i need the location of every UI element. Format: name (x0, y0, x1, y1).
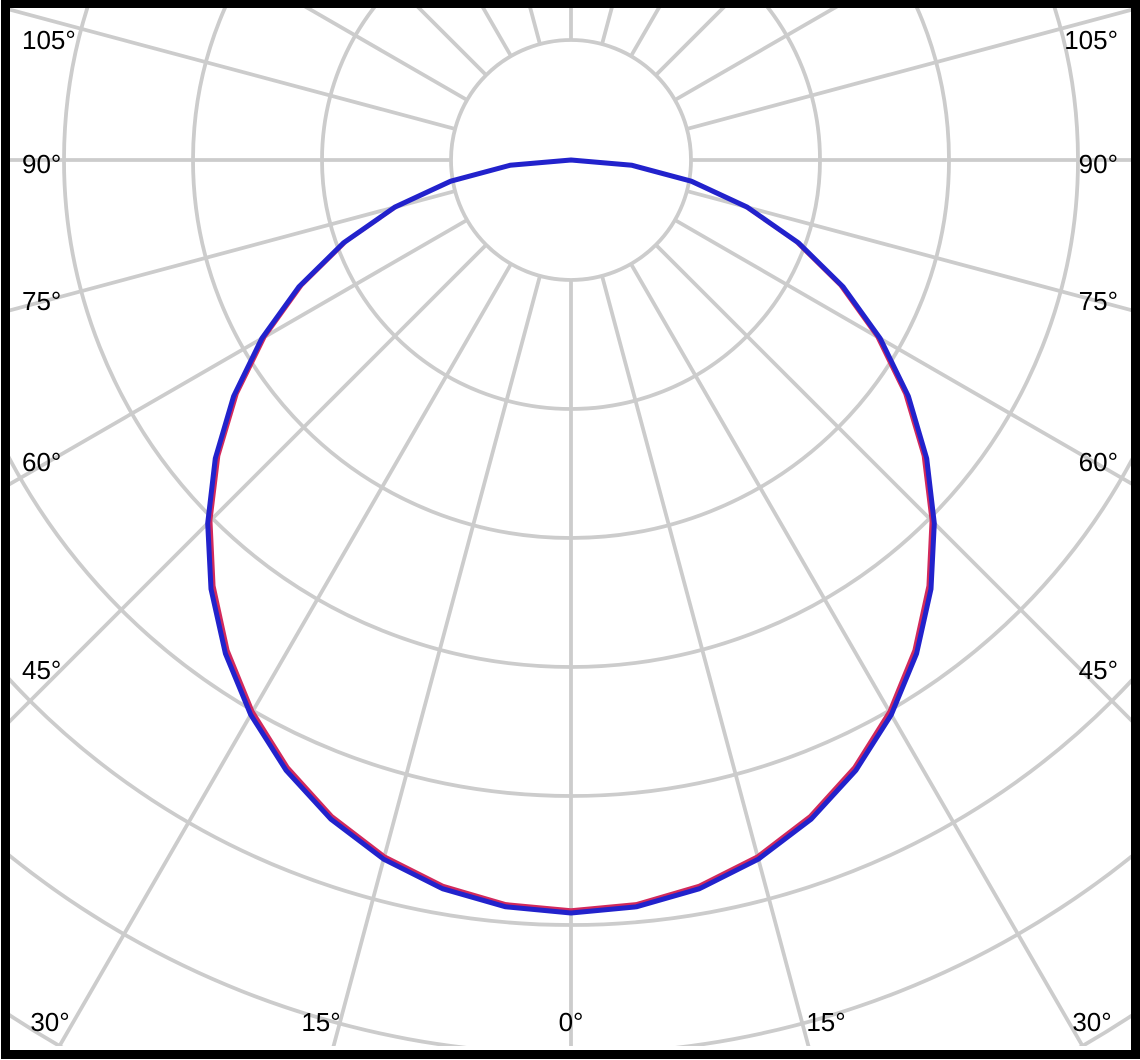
grid-spoke (654, 243, 1131, 723)
angle-label-right-60: 60° (1079, 447, 1118, 477)
angle-label-left-105: 105° (22, 25, 76, 55)
angle-label-bottom-15R: 15° (806, 1007, 845, 1037)
grid-spoke (600, 275, 811, 1046)
angle-label-left-90: 90° (22, 149, 61, 179)
angle-label-left-45: 45° (22, 655, 61, 685)
grid-spoke (686, 8, 1131, 131)
curve-c90-c270 (205, 157, 937, 916)
angle-label-right-90: 90° (1079, 149, 1118, 179)
angle-label-bottom-15L: 15° (301, 1007, 340, 1037)
grid-spoke (57, 262, 513, 1046)
grid-spoke (10, 243, 488, 724)
angle-label-right-105: 105° (1064, 25, 1118, 55)
angle-label-bottom-0: 0° (559, 1007, 584, 1037)
angle-label-bottom-30L: 30° (30, 1007, 69, 1037)
angle-label-left-75: 75° (22, 286, 61, 316)
grid-spoke (331, 275, 542, 1046)
grid-spoke (686, 189, 1131, 313)
angle-label-bottom-30R: 30° (1072, 1007, 1111, 1037)
grid-spoke (10, 189, 456, 313)
angle-labels: 105° 90° 75° 60° 45° 105° 90° 75° 60° 45… (22, 25, 1118, 1037)
angle-label-left-60: 60° (22, 447, 61, 477)
grid-spoke (629, 262, 1085, 1046)
angle-label-right-45: 45° (1079, 655, 1118, 685)
angle-label-right-75: 75° (1079, 286, 1118, 316)
grid-spoke (10, 8, 456, 131)
